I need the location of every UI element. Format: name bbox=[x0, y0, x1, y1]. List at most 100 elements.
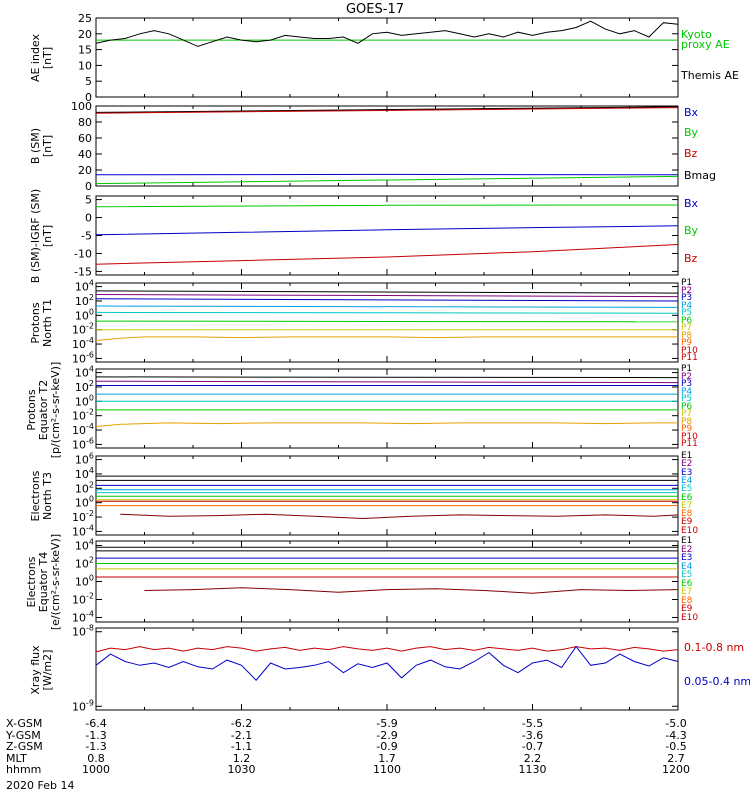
ephem-value: -1.3 bbox=[85, 728, 107, 742]
y-tick-label: -5 bbox=[81, 230, 92, 243]
y-tick-label: 10-8 bbox=[72, 624, 94, 639]
y-tick-label: 15 bbox=[78, 44, 92, 57]
y-tick-label: 100 bbox=[75, 495, 94, 510]
panel-frame-ae bbox=[95, 17, 679, 98]
y-tick-label: 5 bbox=[85, 75, 92, 88]
legend-eet4-e3: E3 bbox=[681, 553, 693, 563]
series-bigrf-bx bbox=[95, 225, 679, 236]
y-tick-label: 10-4 bbox=[72, 336, 94, 351]
y-tick-label: 104 bbox=[75, 279, 94, 294]
y-tick-label: 10-4 bbox=[72, 610, 94, 625]
y-tick-label: 104 bbox=[75, 365, 94, 380]
y-axis-label-line: [W/m2] bbox=[41, 649, 54, 691]
ephem-label-mlt: MLT bbox=[6, 751, 27, 765]
legend-ent3-e1: E1 bbox=[681, 451, 693, 461]
y-tick-label: 10-2 bbox=[72, 592, 94, 607]
legend-pet2-p1: P1 bbox=[681, 364, 693, 374]
ephem-value: 1030 bbox=[227, 763, 256, 776]
series-pet2-p7 bbox=[95, 422, 678, 427]
legend-pnt1-p11: P11 bbox=[681, 353, 698, 364]
date-label: 2020 Feb 14 bbox=[6, 779, 75, 792]
legend-pet2-p5: P5 bbox=[681, 394, 693, 405]
y-tick-label: 102 bbox=[75, 556, 94, 571]
y-tick-label: -15 bbox=[74, 265, 92, 278]
legend-pet2-p9: P9 bbox=[681, 424, 693, 435]
legend-eet4-e7: E7 bbox=[681, 587, 693, 597]
series-pnt1-p3 bbox=[95, 298, 679, 302]
y-tick-label: 100 bbox=[75, 574, 94, 589]
panel-frame-pet2 bbox=[95, 368, 679, 449]
ephem-value: -2.1 bbox=[230, 728, 253, 742]
ephem-value: -5.9 bbox=[376, 717, 398, 730]
legend-bsm-1: By bbox=[684, 126, 699, 139]
legend-pnt1-p2: P2 bbox=[681, 285, 693, 296]
y-tick-label: 10-6 bbox=[72, 436, 94, 451]
series-pnt1-p8 bbox=[95, 336, 678, 341]
y-tick-label: 5 bbox=[85, 194, 92, 207]
series-pet2-p2 bbox=[95, 380, 679, 384]
legend-ent3-e2: E2 bbox=[681, 459, 693, 470]
y-tick-label: 102 bbox=[75, 480, 94, 495]
series-pnt1-p1 bbox=[95, 290, 679, 294]
legend-bsm-0: Bx bbox=[684, 106, 699, 119]
legend-ent3-e6: E6 bbox=[681, 492, 693, 503]
legend-xray-0: 0.1-0.8 nm bbox=[684, 641, 745, 654]
y-tick-label: 20 bbox=[78, 164, 92, 177]
legend-pet2-p2: P2 bbox=[681, 371, 693, 382]
legend-eet4-e2: E2 bbox=[681, 544, 693, 555]
y-tick-label: 40 bbox=[78, 148, 92, 161]
y-tick-label: 102 bbox=[75, 379, 94, 394]
y-tick-label: 104 bbox=[75, 538, 94, 553]
legend-bigrf-0: Bx bbox=[684, 197, 699, 210]
legend-ent3-e8: E8 bbox=[681, 509, 693, 520]
legend-pet2-p10: P10 bbox=[681, 431, 698, 442]
panel-frame-ent3 bbox=[95, 455, 679, 536]
legend-pnt1-p4: P4 bbox=[681, 300, 693, 311]
y-tick-label: 10-6 bbox=[72, 350, 94, 365]
ephem-value: -1.3 bbox=[85, 740, 107, 753]
ephem-value: 2.2 bbox=[523, 751, 542, 765]
series-pnt1-p4 bbox=[95, 305, 679, 308]
y-tick-label: 60 bbox=[78, 132, 92, 145]
y-tick-label: 100 bbox=[75, 393, 94, 408]
series-pnt1-p2 bbox=[95, 294, 679, 298]
ephem-label-hhmm: hhmm bbox=[6, 763, 42, 776]
legend-ae-2: Themis AE bbox=[681, 69, 739, 82]
legend-pnt1-p10: P10 bbox=[681, 345, 698, 356]
ephem-label-y-gsm: Y-GSM bbox=[6, 728, 41, 742]
legend-ae-0: Kyoto bbox=[681, 28, 712, 41]
ephem-value: -5.5 bbox=[521, 717, 544, 730]
ephem-value: 1000 bbox=[82, 763, 110, 776]
legend-eet4-e6: E6 bbox=[681, 578, 693, 589]
ephem-value: 1.7 bbox=[378, 751, 396, 765]
legend-pet2-p4: P4 bbox=[681, 386, 693, 397]
legend-pnt1-p9: P9 bbox=[681, 338, 693, 349]
legend-bigrf-1: By bbox=[684, 224, 699, 237]
panel-frame-bigrf bbox=[95, 195, 679, 276]
y-tick-label: 10-4 bbox=[72, 523, 94, 538]
series-eet4-e7 bbox=[144, 587, 679, 594]
ephem-value: -5.0 bbox=[665, 717, 687, 730]
y-axis-label-xray: Xray flux [W/m2] bbox=[29, 610, 54, 730]
legend-eet4-e10: E10 bbox=[681, 612, 699, 623]
ephem-value: -6.2 bbox=[230, 717, 253, 730]
ephem-label-z-gsm: Z-GSM bbox=[6, 740, 43, 753]
legend-pnt1-p1: P1 bbox=[681, 278, 693, 288]
legend-pnt1-p7: P7 bbox=[681, 323, 693, 334]
series-bsm-by bbox=[95, 175, 679, 185]
series-bsm-bz bbox=[95, 107, 679, 114]
series-bigrf-by bbox=[95, 204, 679, 208]
legend-bsm-3: Bmag bbox=[684, 169, 716, 182]
ephem-value: 0.8 bbox=[87, 751, 105, 765]
legend-eet4-e8: E8 bbox=[681, 595, 693, 606]
series-xray-0-05-0-4-nm bbox=[95, 645, 679, 681]
y-tick-label: 10-2 bbox=[72, 322, 94, 337]
legend-ent3-e7: E7 bbox=[681, 500, 693, 511]
y-tick-label: 102 bbox=[75, 293, 94, 308]
ephem-value: -3.6 bbox=[521, 728, 544, 742]
legend-eet4-e9: E9 bbox=[681, 604, 693, 614]
ephem-value: 1200 bbox=[662, 763, 690, 776]
legend-ent3-e9: E9 bbox=[681, 517, 693, 528]
y-tick-label: 80 bbox=[78, 116, 92, 129]
ephem-value: 2.7 bbox=[667, 751, 685, 765]
